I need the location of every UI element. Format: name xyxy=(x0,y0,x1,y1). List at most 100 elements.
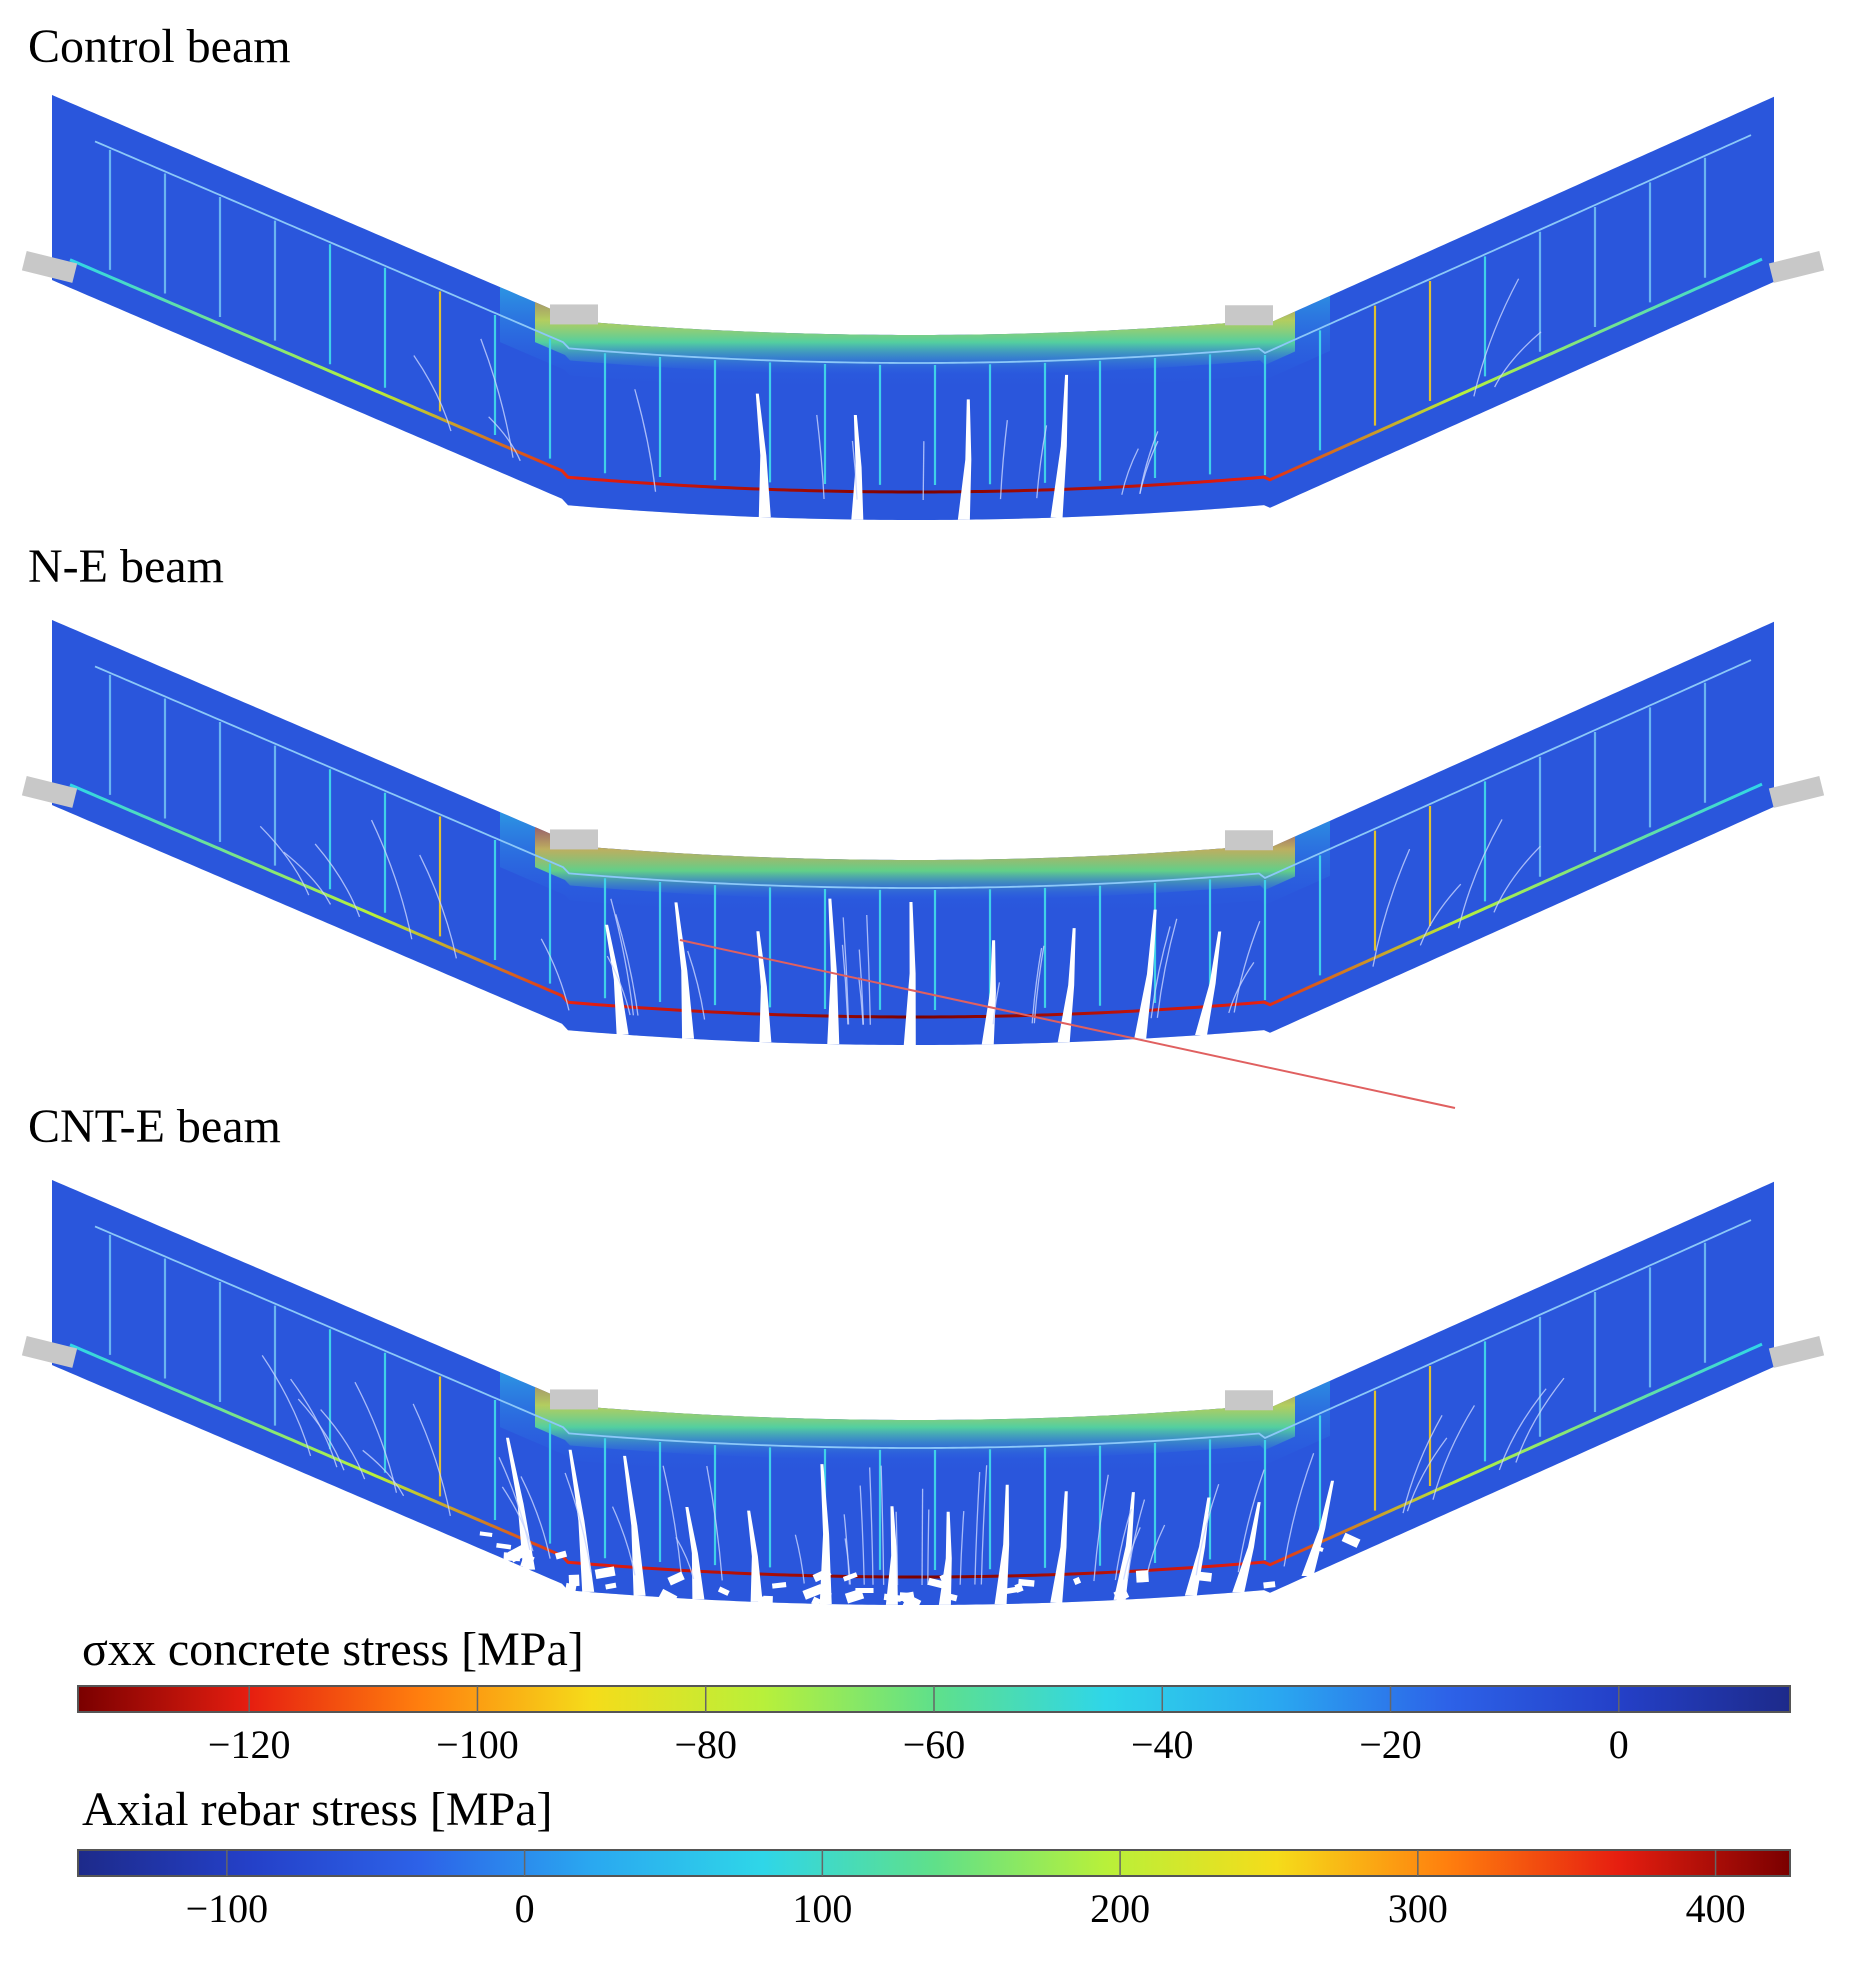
fine-crack xyxy=(1406,1437,1448,1512)
colorbar-concrete: σxx concrete stress [MPa] −120 −100 −80 −60… xyxy=(77,1623,1791,1767)
fine-crack xyxy=(1372,848,1411,967)
fine-crack xyxy=(974,1472,981,1585)
support-plate-left xyxy=(21,1335,78,1368)
crack xyxy=(827,898,840,1045)
fine-crack xyxy=(606,955,631,1016)
fine-crack xyxy=(1126,1499,1146,1580)
crack xyxy=(1134,909,1157,1039)
bottom-rebar xyxy=(69,257,1763,494)
fine-crack xyxy=(314,843,361,918)
spall-fragment xyxy=(1197,1571,1212,1582)
colorbar-rebar-tick-label: 0 xyxy=(515,1886,535,1931)
fine-crack xyxy=(1432,1405,1476,1500)
spall-fragment xyxy=(927,1577,945,1589)
crack xyxy=(685,1507,705,1600)
top-rebar xyxy=(94,1219,1752,1449)
colorbar-concrete-tick-label: −40 xyxy=(1131,1722,1194,1767)
colorbar-concrete-title: σxx concrete stress [MPa] xyxy=(82,1623,584,1676)
fine-crack xyxy=(419,854,458,959)
spall-fragment xyxy=(717,1586,730,1596)
beam-body xyxy=(52,1180,1774,1605)
fine-crack xyxy=(927,1509,930,1585)
fine-crack xyxy=(297,1398,345,1471)
crack xyxy=(851,414,864,520)
colorbar-concrete-tick-label: −100 xyxy=(436,1722,519,1767)
crack xyxy=(981,940,996,1045)
beam-shading xyxy=(52,1180,1774,1605)
panel-title: Control beam xyxy=(28,20,291,73)
fine-crack xyxy=(413,355,452,432)
spall-fragment xyxy=(1263,1581,1276,1589)
support-plate-left xyxy=(21,250,78,283)
spall-fragment xyxy=(554,1550,568,1560)
support-plate-right xyxy=(1768,250,1825,283)
fine-crack xyxy=(1114,1508,1133,1581)
crack xyxy=(1050,1491,1068,1603)
crack xyxy=(1057,928,1076,1043)
fine-crack xyxy=(283,851,332,905)
spall-fragment xyxy=(1135,1570,1149,1583)
leader-line xyxy=(679,939,1456,1109)
fine-crack xyxy=(1498,1388,1547,1471)
colorbar-rebar-tick-label: 200 xyxy=(1090,1886,1150,1931)
spall-fragment xyxy=(899,1592,910,1602)
load-plate-left xyxy=(550,1389,598,1410)
crack xyxy=(885,1506,898,1605)
beam-panel-control: Control beam xyxy=(21,20,1825,520)
spall-fragment xyxy=(757,1596,772,1605)
stress-halo xyxy=(500,1372,1330,1475)
fine-crack xyxy=(610,898,635,1016)
bottom-rebar xyxy=(69,782,1763,1019)
spall-fragment xyxy=(1113,1587,1130,1603)
crack xyxy=(747,1510,763,1602)
fine-crack xyxy=(922,441,925,500)
fine-crack xyxy=(412,1403,451,1516)
colorbar-rebar-title: Axial rebar stress [MPa] xyxy=(82,1783,553,1836)
spall-fragment xyxy=(479,1531,493,1537)
spall-fragment xyxy=(496,1542,512,1550)
fine-crack xyxy=(1150,926,1171,1019)
crack xyxy=(674,902,695,1039)
spall-fragment xyxy=(824,1591,832,1602)
fine-crack xyxy=(880,1465,885,1585)
fine-crack xyxy=(687,950,706,1020)
fine-crack xyxy=(370,819,413,940)
fine-crack xyxy=(501,1486,534,1552)
load-plate-right xyxy=(1225,830,1273,851)
fine-crack xyxy=(1457,819,1503,929)
fine-crack xyxy=(844,1538,851,1585)
spall-fragment xyxy=(507,1544,528,1563)
spall-fragment xyxy=(771,1581,787,1589)
fine-crack xyxy=(564,1472,592,1573)
crack xyxy=(1184,1497,1211,1596)
fine-crack xyxy=(1402,1415,1443,1514)
spall-fragment xyxy=(945,1592,958,1602)
fine-crack xyxy=(615,914,639,1016)
crack xyxy=(756,931,772,1043)
spall-fragment xyxy=(667,1571,685,1586)
crack xyxy=(957,399,972,520)
fine-crack xyxy=(480,338,514,458)
spall-fragment xyxy=(594,1566,616,1580)
fine-crack xyxy=(1283,1453,1315,1567)
fine-crack xyxy=(662,1465,683,1579)
beam-body xyxy=(52,95,1774,520)
fine-crack xyxy=(992,982,1001,1025)
panel-title: CNT-E beam xyxy=(28,1100,281,1153)
fine-crack xyxy=(859,1485,865,1585)
beam-shading xyxy=(52,620,1774,1045)
spall-fragment xyxy=(1014,1582,1024,1593)
colorbar-concrete-ticks: −120 −100 −80 −60 −40 −20 0 xyxy=(208,1686,1629,1767)
colorbar-concrete-tick-label: −80 xyxy=(674,1722,737,1767)
spall-fragment xyxy=(1018,1578,1035,1587)
support-plate-right xyxy=(1768,775,1825,808)
fine-crack xyxy=(520,1476,551,1559)
load-plate-right xyxy=(1225,1390,1273,1411)
support-plate-left xyxy=(21,775,78,808)
bottom-rebar xyxy=(69,1342,1763,1579)
crack xyxy=(755,393,771,518)
fine-crack xyxy=(999,420,1008,500)
fine-crack xyxy=(980,1465,988,1585)
colorbar-rebar-bar xyxy=(77,1849,1791,1877)
